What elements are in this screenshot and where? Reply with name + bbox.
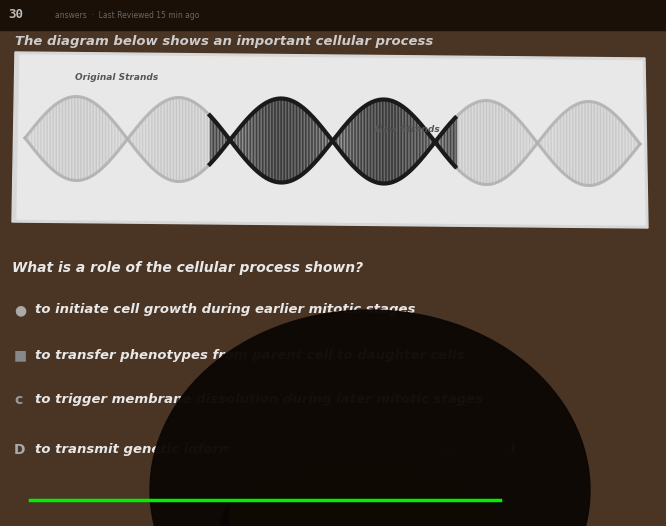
Text: to transfer phenotypes from parent cell to daughter cells: to transfer phenotypes from parent cell … <box>35 349 464 361</box>
Ellipse shape <box>220 466 500 526</box>
Text: New Strands: New Strands <box>375 126 440 135</box>
Text: c: c <box>14 393 22 407</box>
Text: D: D <box>14 443 25 457</box>
Text: to transmit genetic information from parent cell to daughter cel: to transmit genetic information from par… <box>35 443 515 457</box>
Text: answers  ·  Last Reviewed 15 min ago: answers · Last Reviewed 15 min ago <box>55 11 199 19</box>
Text: What is a role of the cellular process shown?: What is a role of the cellular process s… <box>12 261 363 275</box>
Text: to initiate cell growth during earlier mitotic stages: to initiate cell growth during earlier m… <box>35 304 416 317</box>
FancyBboxPatch shape <box>230 410 510 526</box>
Text: 30: 30 <box>8 8 23 22</box>
Polygon shape <box>17 55 645 225</box>
Ellipse shape <box>150 310 590 526</box>
Text: ●: ● <box>14 303 26 317</box>
Text: to trigger membrane dissolution during later mitotic stages: to trigger membrane dissolution during l… <box>35 393 483 407</box>
Polygon shape <box>12 52 648 228</box>
Text: ■: ■ <box>14 348 27 362</box>
Bar <box>0 0 666 30</box>
Text: The diagram below shows an important cellular process: The diagram below shows an important cel… <box>15 35 434 48</box>
Text: Original Strands: Original Strands <box>75 74 159 83</box>
